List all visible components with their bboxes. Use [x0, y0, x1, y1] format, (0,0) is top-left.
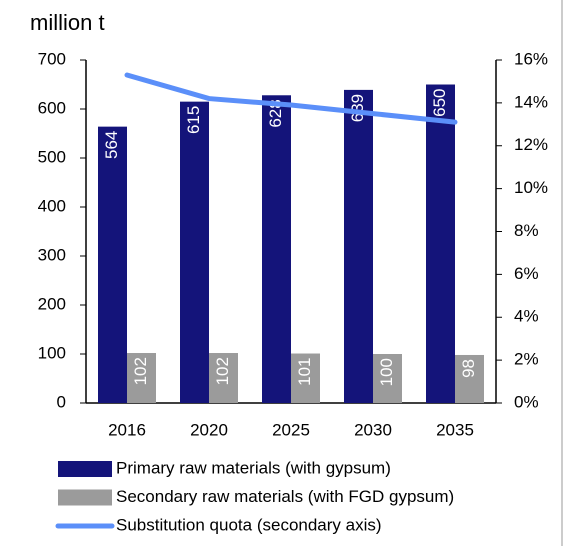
y-tick-label: 700	[38, 49, 66, 68]
legend-swatch	[58, 489, 112, 506]
y2-tick-label: 4%	[514, 307, 539, 326]
data-label: 101	[295, 358, 314, 386]
line	[124, 72, 458, 125]
x-tick-label: 2035	[436, 420, 474, 439]
y2-tick-label: 6%	[514, 264, 539, 283]
legend-label: Primary raw materials (with gypsum)	[116, 458, 391, 477]
bar	[180, 101, 209, 404]
legend-swatch	[58, 461, 112, 477]
y-axis-label: million t	[30, 10, 105, 35]
bar	[262, 95, 291, 403]
bar	[426, 84, 455, 403]
y-tick-label: 200	[38, 294, 66, 313]
data-label: 564	[102, 131, 121, 159]
data-label: 100	[377, 358, 396, 386]
bar	[291, 353, 320, 403]
y2-tick-label: 8%	[514, 221, 539, 240]
legend-label: Secondary raw materials (with FGD gypsum…	[116, 487, 454, 506]
bar	[344, 89, 373, 403]
data-label: 615	[184, 106, 203, 134]
y2-tick-label: 0%	[514, 392, 539, 411]
bar	[98, 126, 127, 403]
y2-tick-label: 2%	[514, 350, 539, 369]
bar	[373, 354, 402, 403]
legend-label: Substitution quota (secondary axis)	[116, 515, 382, 534]
y-tick-label: 600	[38, 98, 66, 117]
x-tick-label: 2016	[108, 420, 146, 439]
data-label: 102	[213, 357, 232, 385]
y2-tick-label: 16%	[514, 49, 548, 68]
y-tick-label: 400	[38, 196, 66, 215]
bar	[209, 353, 238, 403]
data-label: 650	[430, 89, 449, 117]
data-label: 102	[131, 357, 150, 385]
y-tick-label: 0	[57, 392, 66, 411]
bar	[127, 353, 156, 403]
x-tick-label: 2020	[190, 420, 228, 439]
y2-tick-label: 12%	[514, 135, 548, 154]
x-tick-label: 2025	[272, 420, 310, 439]
data-label: 639	[348, 94, 367, 122]
y2-tick-label: 10%	[514, 178, 548, 197]
y2-tick-label: 14%	[514, 92, 548, 111]
bar	[455, 354, 484, 403]
y-tick-label: 300	[38, 245, 66, 264]
x-tick-label: 2030	[354, 420, 392, 439]
y-tick-label: 500	[38, 147, 66, 166]
data-label: 98	[459, 359, 478, 378]
y-tick-label: 100	[38, 343, 66, 362]
